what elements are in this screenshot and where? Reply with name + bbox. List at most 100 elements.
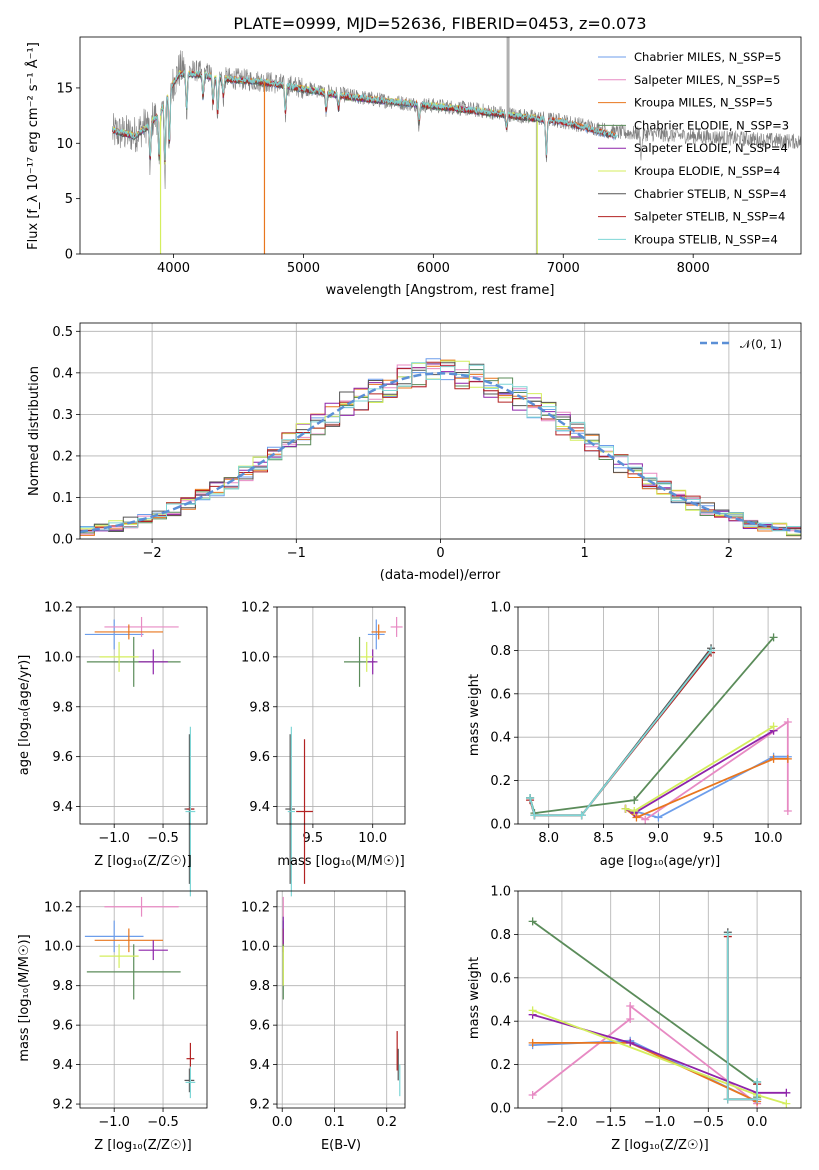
grid (518, 890, 801, 1109)
weight-line-salpeter_stelib (529, 652, 712, 817)
errorbar-chabrier_miles (367, 619, 385, 650)
spectrum-lines (112, 37, 801, 254)
legend-label-salpeter_elodie: Salpeter ELODIE, N_SSP=4 (634, 141, 788, 155)
errorbars (282, 896, 401, 1097)
ageZ-xlabel: Z [log₁₀(Z/Z☉)] (94, 854, 191, 869)
weight-line-chabrier_elodie (532, 920, 758, 1098)
weight-line-salpeter_miles (532, 1004, 758, 1106)
weight-marker-salpeter_elodie (782, 1088, 791, 1097)
weight-marker-salpeter_miles (626, 1015, 635, 1024)
spectrum-title: PLATE=0999, MJD=52636, FIBERID=0453, z=0… (233, 14, 646, 33)
y-tick-label: 0.4 (490, 1015, 511, 1030)
errorbar-kroupa_stelib (185, 726, 196, 897)
y-tick-label: 0.2 (490, 1058, 511, 1073)
x-tick-label: 8.0 (538, 831, 559, 846)
y-tick-label: 5 (65, 192, 73, 207)
y-tick-label: 10.2 (44, 601, 73, 616)
y-tick-label: 0.3 (52, 408, 73, 423)
weight-marker-kroupa_miles (632, 813, 641, 822)
errorbars (84, 896, 196, 1099)
y-tick-label: 10.2 (241, 900, 270, 915)
plot-frame (276, 606, 406, 825)
weight-marker-salpeter_miles (528, 1090, 537, 1099)
y-tick-label: 10.2 (44, 900, 73, 915)
legend-label-kroupa_elodie: Kroupa ELODIE, N_SSP=4 (634, 164, 780, 178)
x-tick-label: 6000 (417, 261, 450, 276)
errorbar-salpeter_elodie (138, 940, 168, 961)
x-tick-label: −0.5 (147, 831, 179, 846)
errorbar-chabrier_miles (84, 619, 144, 650)
y-tick-label: 9.2 (249, 1098, 270, 1113)
residual-panel: −2 −1 0 1 2 0.0 0.1 0.2 0.3 0.4 0.5 (data-model)/e… (27, 322, 802, 583)
plot-frame (517, 606, 802, 825)
weight-marker-kroupa_stelib (526, 793, 535, 802)
y-tick-label: 0.1 (52, 491, 73, 506)
ageMass-xlabel: mass [log₁₀(M/M☉)] (277, 854, 404, 869)
plot-frame (79, 606, 208, 825)
x-tick-label: −2 (143, 546, 162, 561)
errorbars (285, 616, 403, 897)
y-tick-label: 9.8 (52, 700, 73, 715)
x-tick-label: −1.0 (98, 831, 130, 846)
weight-line-salpeter_miles (625, 720, 789, 821)
errorbar-kroupa_miles (94, 928, 164, 953)
y-tick-label: 15 (56, 81, 73, 96)
legend-label-salpeter_stelib: Salpeter STELIB, N_SSP=4 (634, 210, 785, 224)
plot-frame (517, 890, 802, 1109)
lines (526, 633, 792, 824)
residual-ylabel: Normed distribution (27, 366, 42, 496)
x-tick-label: 0.1 (324, 1115, 345, 1130)
weight-line-kroupa_miles (532, 1042, 758, 1103)
y-tick-label: 0.0 (52, 533, 73, 548)
age-vs-mass-panel: 9.5 10.0 9.4 9.6 9.8 10.0 10.2 (241, 601, 406, 897)
grid (277, 891, 405, 1108)
weight-marker-kroupa_elodie (630, 806, 639, 815)
x-tick-label: 0.0 (747, 1115, 768, 1130)
y-tick-label: 9.4 (52, 800, 73, 815)
weight-marker-kroupa_stelib (723, 1095, 732, 1104)
histogram-lines (80, 358, 801, 537)
weight-vs-Z-panel: −2.0 −1.5 −1.0 −0.5 0.0 0.0 0.2 0.4 0.6 0.8 1.0 (490, 885, 802, 1130)
weight-marker-kroupa_miles (769, 754, 778, 763)
weightAge-ylabel: mass weight (467, 674, 482, 756)
errorbar-chabrier_stelib (285, 734, 295, 884)
x-tick-label: 8.5 (593, 831, 614, 846)
y-tick-label: 9.4 (52, 1058, 73, 1073)
x-tick-label: 9.5 (703, 831, 724, 846)
residual-xlabel: (data-model)/error (380, 568, 501, 583)
x-tick-label: −1 (287, 546, 306, 561)
y-tick-label: 0.8 (490, 644, 511, 659)
y-tick-label: 0.2 (490, 774, 511, 789)
y-tick-label: 0.4 (490, 731, 511, 746)
x-tick-label: −1.0 (98, 1115, 130, 1130)
age-vs-Z-panel: −1.0 −0.5 9.4 9.6 9.8 10.0 10.2 (44, 601, 208, 897)
normal-legend-label: 𝒩(0, 1) (740, 337, 782, 351)
massZ-ylabel: mass [log₁₀(M/M☉)] (17, 934, 32, 1061)
x-tick-label: 9.5 (303, 831, 324, 846)
grid (80, 891, 207, 1108)
y-tick-label: 0.6 (490, 971, 511, 986)
errorbar-salpeter_miles (390, 616, 403, 637)
lines (528, 917, 791, 1108)
y-tick-label: 0.8 (490, 928, 511, 943)
y-tick-label: 10 (56, 137, 73, 152)
errorbar-kroupa_miles (371, 624, 386, 640)
weight-marker-chabrier_elodie (769, 633, 778, 642)
plot-frame (79, 890, 208, 1109)
x-tick-label: −2.0 (546, 1115, 578, 1130)
x-tick-label: 1 (581, 546, 589, 561)
legend-label-chabrier_elodie: Chabrier ELODIE, N_SSP=3 (634, 118, 789, 132)
weight-marker-kroupa_stelib (530, 811, 539, 820)
x-tick-label: −1.5 (595, 1115, 627, 1130)
weight-line-kroupa_stelib (529, 649, 712, 817)
y-tick-label: 0 (65, 248, 73, 263)
y-tick-label: 9.4 (249, 1058, 270, 1073)
x-tick-label: −0.5 (147, 1115, 179, 1130)
ageZ-ylabel: age [log₁₀(age/yr)] (17, 655, 32, 776)
y-tick-label: 10.0 (241, 940, 270, 955)
weight-line-salpeter_stelib (726, 936, 758, 1101)
y-tick-label: 10.0 (241, 650, 270, 665)
y-tick-label: 0.5 (52, 325, 73, 340)
y-tick-label: 9.8 (249, 700, 270, 715)
